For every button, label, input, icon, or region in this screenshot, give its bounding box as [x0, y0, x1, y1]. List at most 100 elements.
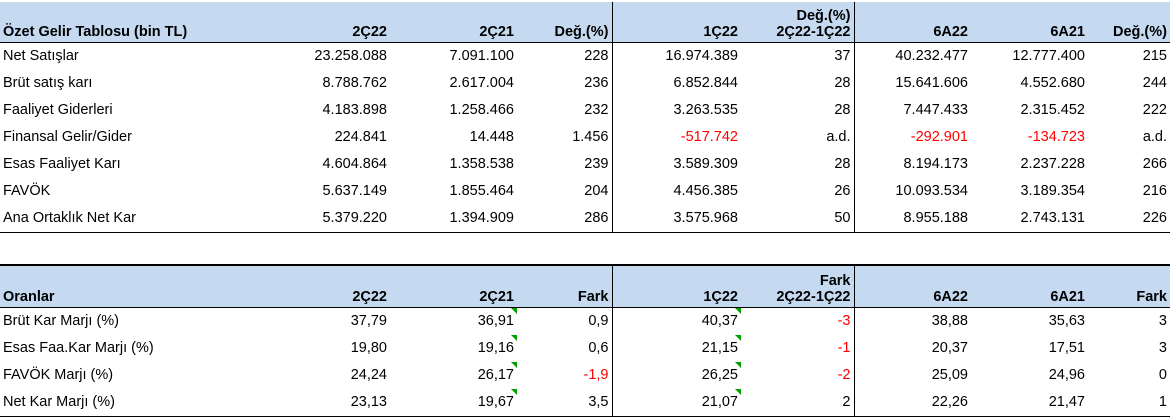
cell: 26: [741, 177, 855, 205]
col-header-two-line: Değ.(%) 2Ç22-1Ç22: [741, 2, 855, 43]
cell-text: 26,17: [477, 366, 514, 383]
cell: 1.394.909: [390, 204, 517, 233]
cell: 19,67: [390, 388, 517, 417]
cell: 10.093.534: [895, 182, 968, 199]
row-label: Net Kar Marjı (%): [0, 388, 260, 417]
cell: 5.379.220: [260, 204, 390, 233]
table-row: Esas Faa.Kar Marjı (%) 19,80 19,16 0,6 2…: [0, 334, 1170, 362]
cell: 22,26: [854, 388, 971, 417]
table-row: Faaliyet Giderleri 4.183.898 1.258.466 2…: [0, 96, 1170, 124]
cell: 4.552.680: [1020, 74, 1085, 91]
cell: 3: [1158, 312, 1167, 329]
cell: 1.258.466: [449, 101, 514, 118]
cell: 239: [517, 150, 613, 178]
cell: 28: [741, 150, 855, 178]
cell: 2.617.004: [449, 74, 514, 91]
ratios-table: Oranlar 2Ç22 2Ç21 Fark 1Ç22 Fark 2Ç22-1Ç…: [0, 264, 1170, 417]
income-summary-table: Özet Gelir Tablosu (bin TL) 2Ç22 2Ç21 De…: [0, 2, 1170, 233]
income-table-title: Özet Gelir Tablosu (bin TL): [0, 2, 260, 43]
cell: 7.447.433: [903, 101, 968, 118]
cell: 8.194.173: [903, 155, 968, 172]
green-flag-icon: [735, 334, 741, 341]
cell: 35,63: [1048, 312, 1085, 329]
cell: 0: [1158, 366, 1167, 383]
table-row: Brüt Kar Marjı (%) 37,79 36,91 0,9 40,37…: [0, 307, 1170, 335]
cell-negative: -517.742: [680, 128, 738, 145]
cell: 2.315.452: [1020, 101, 1085, 118]
col-header: 6A21: [971, 2, 1088, 43]
cell: 8.955.188: [854, 204, 971, 233]
green-flag-icon: [735, 361, 741, 368]
cell: 7.091.100: [449, 47, 514, 64]
cell: 21,15: [612, 334, 741, 362]
cell: 23,13: [260, 388, 390, 417]
cell: 224.841: [334, 128, 387, 145]
cell: 6.852.844: [673, 74, 738, 91]
col-header-line2: 2Ç22-1Ç22: [776, 288, 851, 305]
cell: a.d.: [741, 123, 855, 151]
col-header: 2Ç21: [390, 2, 517, 43]
col-header: 6A22: [854, 264, 971, 308]
cell: 40.232.477: [895, 47, 968, 64]
col-header: Değ.(%): [1088, 2, 1170, 43]
cell: 1.358.538: [449, 155, 514, 172]
cell-text: 26,25: [701, 366, 738, 383]
cell: 236: [517, 69, 613, 97]
col-header: 2Ç21: [390, 264, 517, 308]
cell: 3.189.354: [1020, 182, 1085, 199]
cell-negative: -134.723: [1027, 128, 1085, 145]
cell: 37,79: [350, 312, 387, 329]
table-row: Finansal Gelir/Gider 224.841 14.448 1.45…: [0, 123, 1170, 151]
cell: 20,37: [931, 339, 968, 356]
cell: 36,91: [390, 307, 517, 335]
ratios-table-title: Oranlar: [0, 264, 260, 308]
cell: 3,5: [517, 388, 613, 417]
cell: 3.589.309: [673, 155, 738, 172]
col-header: 6A22: [854, 2, 971, 43]
row-label: FAVÖK: [3, 182, 51, 199]
cell-text: 19,67: [477, 393, 514, 410]
col-header-line1: Fark: [819, 272, 851, 289]
cell-text: 36,91: [477, 312, 514, 329]
col-header: Değ.(%): [517, 2, 613, 43]
cell-negative: -2: [741, 361, 855, 389]
cell-text: 21,15: [701, 339, 738, 356]
cell: 19,16: [390, 334, 517, 362]
cell: 1: [1088, 388, 1170, 417]
row-label: Brüt Kar Marjı (%): [3, 312, 120, 329]
cell-negative: -292.901: [910, 128, 968, 145]
cell: 40,37: [612, 307, 741, 335]
col-header-line1: Değ.(%): [796, 7, 851, 24]
cell: 0,9: [517, 307, 613, 335]
green-flag-icon: [511, 361, 517, 368]
col-header: 2Ç22: [260, 2, 390, 43]
cell: 1.456: [517, 123, 613, 151]
row-label: Esas Faa.Kar Marjı (%): [3, 339, 154, 356]
cell: 17,51: [1048, 339, 1085, 356]
cell: 2.237.228: [1020, 155, 1085, 172]
table-row: Ana Ortaklık Net Kar 5.379.220 1.394.909…: [0, 204, 1170, 233]
cell: 3.575.968: [612, 204, 741, 233]
cell: 4.183.898: [322, 101, 387, 118]
table-row: FAVÖK Marjı (%) 24,24 26,17 -1,9 26,25 -…: [0, 361, 1170, 389]
cell: 28: [741, 69, 855, 97]
col-header-two-line: Fark 2Ç22-1Ç22: [741, 264, 855, 308]
cell: 266: [1142, 155, 1167, 172]
cell: 37: [741, 42, 855, 70]
cell: a.d.: [1142, 128, 1167, 145]
cell: 28: [741, 96, 855, 124]
green-flag-icon: [511, 388, 517, 395]
cell: 4.456.385: [673, 182, 738, 199]
ratios-header-row: Oranlar 2Ç22 2Ç21 Fark 1Ç22 Fark 2Ç22-1Ç…: [0, 264, 1170, 308]
row-label: Esas Faaliyet Karı: [3, 155, 121, 172]
col-header: Fark: [517, 264, 613, 308]
col-header: Fark: [1088, 264, 1170, 308]
cell-negative: -1,9: [517, 361, 613, 389]
green-flag-icon: [511, 334, 517, 341]
cell: 232: [517, 96, 613, 124]
row-label: Ana Ortaklık Net Kar: [0, 204, 260, 233]
cell: 4.604.864: [322, 155, 387, 172]
cell: 2.743.131: [971, 204, 1088, 233]
cell: 5.637.149: [322, 182, 387, 199]
cell: 15.641.606: [895, 74, 968, 91]
